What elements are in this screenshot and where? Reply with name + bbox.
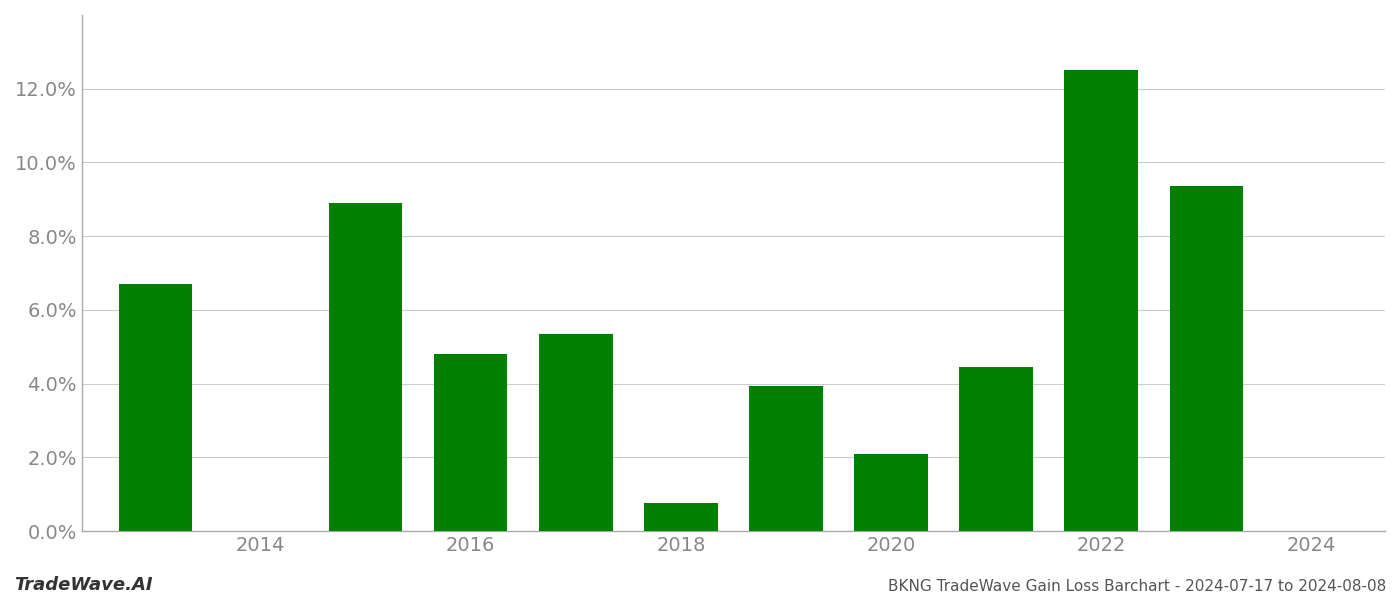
- Bar: [434, 354, 507, 531]
- Bar: [329, 203, 402, 531]
- Bar: [539, 334, 613, 531]
- Bar: [854, 454, 928, 531]
- Text: TradeWave.AI: TradeWave.AI: [14, 576, 153, 594]
- Bar: [119, 284, 192, 531]
- Bar: [644, 503, 718, 531]
- Bar: [1064, 70, 1138, 531]
- Bar: [1169, 187, 1243, 531]
- Bar: [959, 367, 1033, 531]
- Text: BKNG TradeWave Gain Loss Barchart - 2024-07-17 to 2024-08-08: BKNG TradeWave Gain Loss Barchart - 2024…: [888, 579, 1386, 594]
- Bar: [749, 386, 823, 531]
